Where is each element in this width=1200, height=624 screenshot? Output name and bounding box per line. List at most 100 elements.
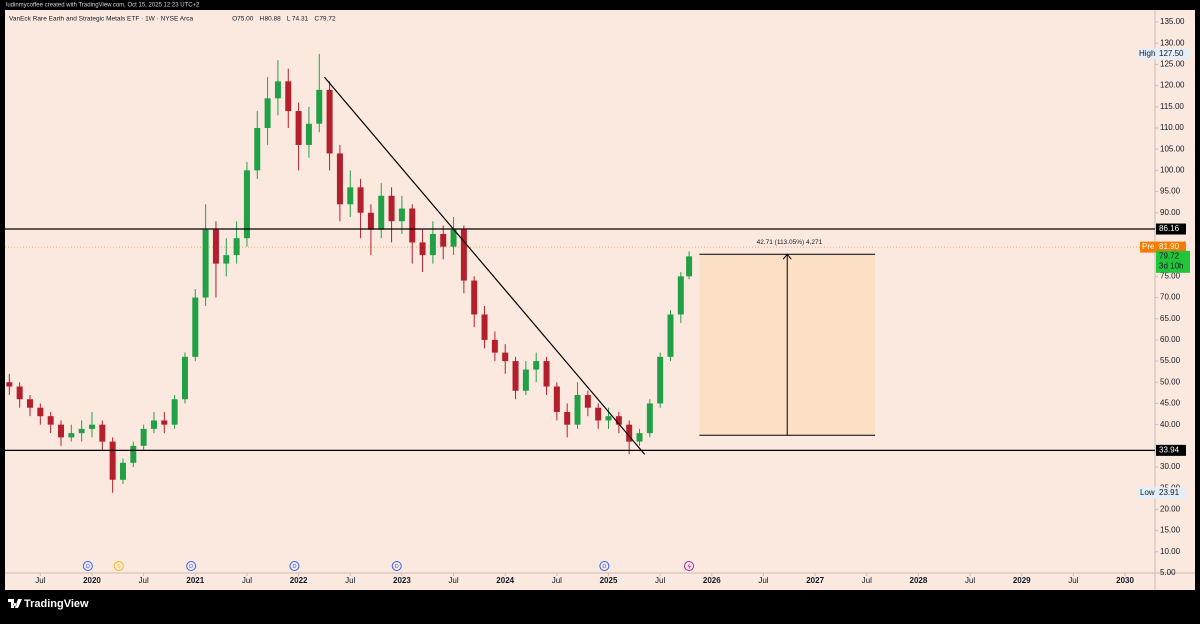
- y-tick-label: 100.00: [1160, 165, 1185, 174]
- candle-body: [109, 441, 116, 480]
- candle-body: [285, 81, 292, 112]
- x-tick-label: Jul: [758, 576, 768, 585]
- candle-body: [388, 195, 395, 222]
- x-tick-label: Jul: [655, 576, 665, 585]
- candle-body: [626, 424, 633, 442]
- ohlc-value: 75.00: [237, 16, 254, 23]
- x-tick-label: 2029: [1013, 576, 1031, 585]
- x-tick-label: Jul: [448, 576, 458, 585]
- candle-body: [140, 428, 147, 446]
- x-tick-label: 2020: [83, 576, 101, 585]
- candle-body: [336, 153, 343, 205]
- candle-body: [409, 208, 416, 243]
- candle-body: [481, 314, 488, 340]
- y-tick-label: 95.00: [1160, 187, 1181, 196]
- candle-body: [553, 386, 560, 412]
- candle-body: [254, 127, 261, 171]
- candle-body: [130, 445, 137, 463]
- candle-body: [595, 407, 602, 421]
- high-key: High: [1139, 49, 1155, 58]
- brand: TradingView: [24, 598, 89, 610]
- candle-body: [367, 212, 374, 230]
- low-value: 23.91: [1159, 488, 1180, 497]
- y-tick-label: 20.00: [1160, 505, 1181, 514]
- candle-body: [574, 394, 581, 425]
- event-marker: [113, 561, 124, 571]
- candle-body: [295, 111, 302, 145]
- candle-body: [512, 361, 519, 391]
- candle-body: [667, 314, 674, 357]
- candle-body: [57, 424, 64, 438]
- high-value: 127.50: [1159, 49, 1184, 58]
- level-label: 33.94: [1159, 445, 1180, 454]
- ohlc-value: 79.72: [319, 16, 336, 23]
- candle-body: [419, 242, 426, 256]
- x-tick-label: 2030: [1116, 576, 1134, 585]
- x-tick-label: Jul: [965, 576, 975, 585]
- candle-body: [460, 229, 467, 281]
- candle-body: [636, 433, 643, 442]
- y-tick-label: 125.00: [1160, 60, 1185, 69]
- x-tick-label: Jul: [1068, 576, 1078, 585]
- x-tick-label: Jul: [242, 576, 252, 585]
- level-label: 86.16: [1159, 224, 1180, 233]
- candle-body: [502, 352, 509, 362]
- candle-body: [657, 356, 664, 404]
- candle-body: [68, 433, 75, 438]
- high-tag: [1156, 48, 1190, 60]
- low-tag: [1156, 487, 1186, 499]
- candle-body: [378, 195, 385, 230]
- pre-value: 81.90: [1159, 242, 1180, 251]
- candle-body: [264, 98, 271, 128]
- event-marker: [599, 561, 610, 571]
- low-key-tag: [1138, 487, 1156, 499]
- high-key-tag: [1137, 48, 1156, 60]
- candle-body: [605, 416, 612, 421]
- last-tag: [1156, 250, 1190, 273]
- candle-body: [646, 403, 653, 434]
- candle-body: [181, 356, 188, 400]
- y-tick-label: 90.00: [1160, 208, 1181, 217]
- candle-body: [326, 89, 333, 154]
- candle-body: [171, 399, 178, 425]
- event-label: D: [395, 564, 399, 570]
- candle-body: [450, 229, 457, 247]
- ohlc-value: 80.88: [265, 16, 282, 23]
- y-tick-label: 55.00: [1160, 356, 1181, 365]
- y-tick-label: 110.00: [1160, 123, 1184, 132]
- measure-label: 42.71 (113.05%) 4,271: [757, 239, 823, 246]
- last-value: 79.72: [1159, 251, 1180, 260]
- y-tick-label: 45.00: [1160, 399, 1181, 408]
- x-tick-label: Jul: [345, 576, 355, 585]
- ohlc-value: 74.31: [292, 16, 309, 23]
- candle-body: [686, 256, 693, 277]
- x-tick-label: 2028: [910, 576, 928, 585]
- x-tick-label: 2022: [290, 576, 308, 585]
- candle-body: [305, 123, 312, 145]
- event-marker: [289, 561, 300, 571]
- y-tick-label: 5.00: [1160, 568, 1176, 577]
- x-tick-label: 2027: [806, 576, 824, 585]
- chart-background: [5, 10, 1195, 590]
- candle-body: [78, 428, 85, 434]
- y-tick-label: 70.00: [1160, 293, 1181, 302]
- candle-body: [471, 280, 478, 315]
- event-label: D: [292, 564, 296, 570]
- y-tick-label: 115.00: [1160, 102, 1184, 111]
- candle-body: [429, 233, 436, 256]
- y-tick-label: 60.00: [1160, 335, 1181, 344]
- event-marker: [82, 561, 93, 571]
- y-tick-label: 40.00: [1160, 420, 1181, 429]
- candle-body: [47, 416, 54, 425]
- x-tick-label: 2021: [186, 576, 204, 585]
- low-key: Low: [1140, 488, 1155, 497]
- event-label: D: [602, 564, 606, 570]
- y-tick-label: 15.00: [1160, 526, 1181, 535]
- candle-body: [564, 411, 571, 425]
- x-tick-label: 2024: [496, 576, 514, 585]
- event-icon: [684, 561, 694, 571]
- candle-body: [491, 339, 498, 353]
- candle-body: [99, 424, 106, 442]
- ohlc-key: H: [260, 16, 265, 23]
